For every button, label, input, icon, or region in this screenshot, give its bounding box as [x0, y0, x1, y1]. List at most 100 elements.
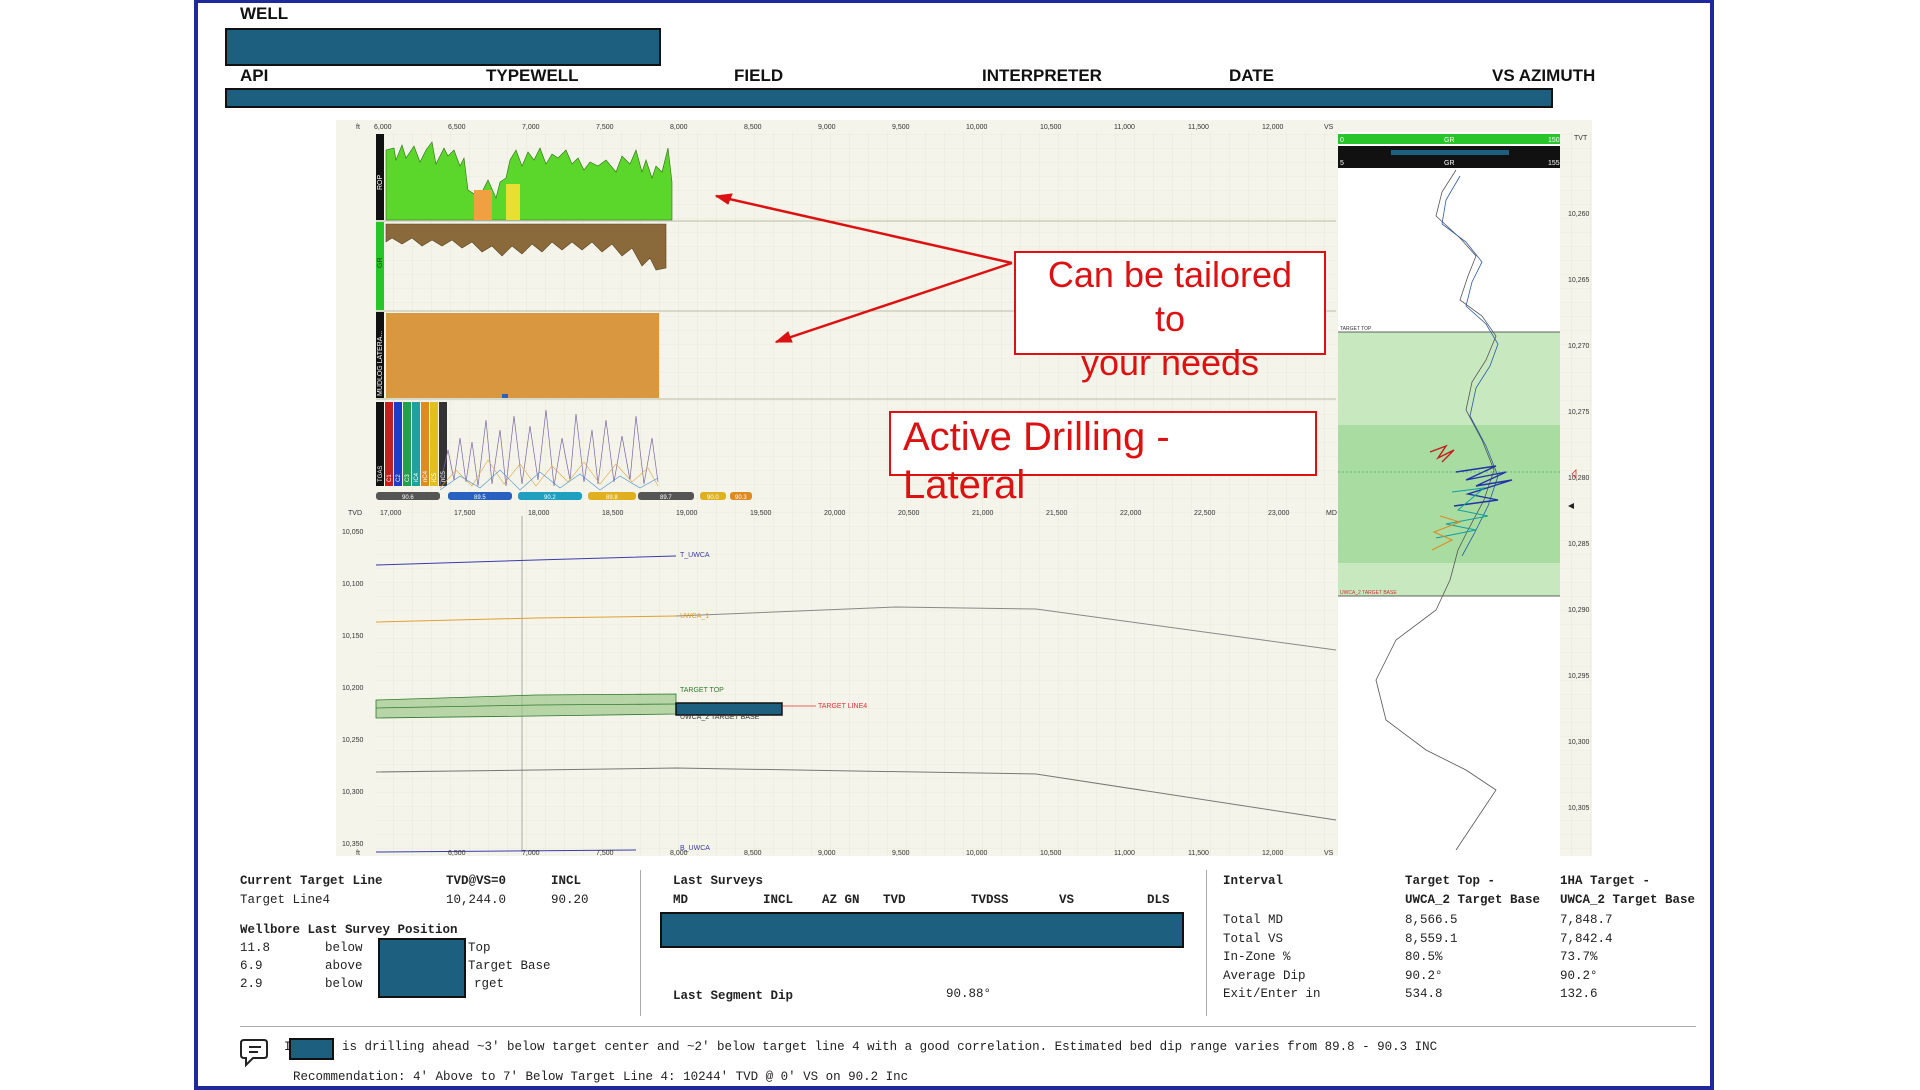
gas-header-label: C3 [405, 474, 411, 482]
bottom-tick: 12,000 [1262, 850, 1284, 856]
inc-badge-label: 90.6 [402, 495, 414, 501]
uwca1-label: UWCA_1 [680, 613, 709, 620]
bottom-tick: 11,000 [1114, 850, 1135, 856]
inc-badge [376, 492, 440, 500]
md-tick: 21,000 [972, 510, 994, 517]
gas-header-label: C1 [387, 474, 393, 482]
gas-curves [439, 409, 659, 487]
position-title: Wellbore Last Survey Position [240, 923, 458, 937]
inc-badge-label: 90.3 [735, 495, 747, 501]
vs-azimuth-label: VS AZIMUTH [1492, 66, 1596, 85]
top-tick: 9,000 [818, 124, 836, 131]
target-incl: 90.20 [551, 893, 589, 907]
top-vs-label: VS [1324, 124, 1334, 131]
tailored-callout: Can be tailored to your needs [1014, 251, 1326, 383]
bottom-tick: 6,500 [448, 850, 466, 856]
md-tick: 19,500 [750, 510, 772, 517]
tvd-tick: 10,100 [342, 581, 364, 588]
target-line4-label: TARGET LINE4 [818, 703, 867, 710]
tvd-tick: 10,150 [342, 633, 364, 640]
position-rel-3: below [325, 977, 363, 991]
interval-col2-line1: 1HA Target - [1560, 874, 1651, 888]
tailored-line-1: Can be tailored [1047, 254, 1293, 295]
t-uwca-label: T_UWCA [680, 552, 710, 559]
bottom-unit-label: ft [356, 850, 360, 856]
tailored-line-2: to [1154, 298, 1186, 339]
interval-row-value-1: 8,559.1 [1405, 931, 1458, 946]
api-label: API [240, 66, 269, 85]
interval-row-value-2: 7,842.4 [1560, 931, 1613, 946]
interval-row-label: Average Dip [1223, 968, 1306, 983]
bottom-tick: 9,000 [818, 850, 836, 856]
callout-arrows [714, 193, 1013, 344]
gas-header-strip [376, 402, 384, 486]
interval-title: Interval [1223, 874, 1284, 888]
segment-dip-value: 90.88° [946, 987, 992, 1001]
comment-divider [240, 1026, 1696, 1027]
tvd-unit-label: TVD [348, 510, 362, 517]
inc-badge-label: 90.2 [544, 495, 556, 501]
top-tick: 11,000 [1114, 124, 1135, 131]
inc-badge-label: 90.0 [707, 495, 719, 501]
top-tick: 6,000 [374, 124, 392, 131]
position-rel-2: above [325, 959, 363, 973]
md-tick: 22,000 [1120, 510, 1142, 517]
interval-row-label: In-Zone % [1223, 950, 1291, 964]
gas-header-label: iC5 [432, 472, 438, 482]
bottom-tick: 8,000 [670, 850, 688, 856]
target-top-label: TARGET TOP [680, 687, 724, 694]
md-tick: 17,000 [380, 510, 402, 517]
position-rel-1: below [325, 941, 363, 955]
bottom-tick: 9,500 [892, 850, 910, 856]
tvd-tick: 10,250 [342, 737, 364, 744]
gas-header-strip [394, 402, 402, 486]
comment-icon[interactable] [240, 1037, 270, 1069]
field-label: FIELD [734, 66, 784, 85]
active-line-2: Lateral [903, 463, 1026, 507]
current-target-title: Current Target Line [240, 874, 383, 888]
target-name: Target Line4 [240, 893, 331, 907]
position-ref-3: rget [474, 977, 505, 991]
interval-row-value-2: 132.6 [1560, 987, 1598, 1001]
section-divider-1 [640, 870, 641, 1016]
tvt-tick: 10,275 [1568, 409, 1590, 416]
incl-header: INCL [551, 874, 582, 888]
tvt-tick: 10,265 [1568, 277, 1590, 284]
gr-track-label: GR [377, 258, 384, 269]
top-tick: 8,500 [744, 124, 762, 131]
well-name-redacted [225, 28, 661, 66]
md-tick: 18,500 [602, 510, 624, 517]
gas-header-strip [421, 402, 429, 486]
tvd-tick: 10,200 [342, 685, 364, 692]
target-base-label: UWCA_2 TARGET BASE [680, 714, 760, 721]
top-tick: 9,500 [892, 124, 910, 131]
interval-row-value-2: 7,848.7 [1560, 913, 1613, 927]
inc-badge [638, 492, 694, 500]
interval-row-label: Total VS [1223, 931, 1284, 946]
interpreter-label: INTERPRETER [982, 66, 1102, 85]
gas-header-label: nC5 [441, 470, 447, 482]
interval-col1-line2: UWCA_2 Target Base [1405, 893, 1541, 907]
md-unit-label: MD [1326, 510, 1337, 517]
rop-yellow-segment [506, 184, 520, 220]
tvd-tick: 10,300 [342, 789, 364, 796]
mudlog-track-label: MUDLOG LATERA... [377, 331, 384, 396]
bottom-tick: 10,000 [966, 850, 988, 856]
bottom-tick: 7,500 [596, 850, 614, 856]
rop-curve [385, 141, 673, 221]
comment-text: is drilling ahead ~3' below target cente… [342, 1040, 1438, 1054]
top-tick: 7,500 [596, 124, 614, 131]
md-tick: 23,000 [1268, 510, 1290, 517]
gas-header-label: TGAS [378, 466, 384, 482]
top-tick: 11,500 [1188, 124, 1209, 131]
md-tick: 19,000 [676, 510, 698, 517]
md-tick: 21,500 [1046, 510, 1068, 517]
inc-badge [730, 492, 752, 500]
position-ref-2: Target Base [468, 959, 551, 973]
t-uwca-horizon [375, 555, 677, 566]
target-label-redaction [675, 702, 783, 716]
position-ref-1: Top [468, 941, 491, 955]
survey-col-incl: INCL [763, 893, 794, 907]
inc-badge [700, 492, 726, 500]
position-value-2: 6.9 [240, 959, 263, 973]
